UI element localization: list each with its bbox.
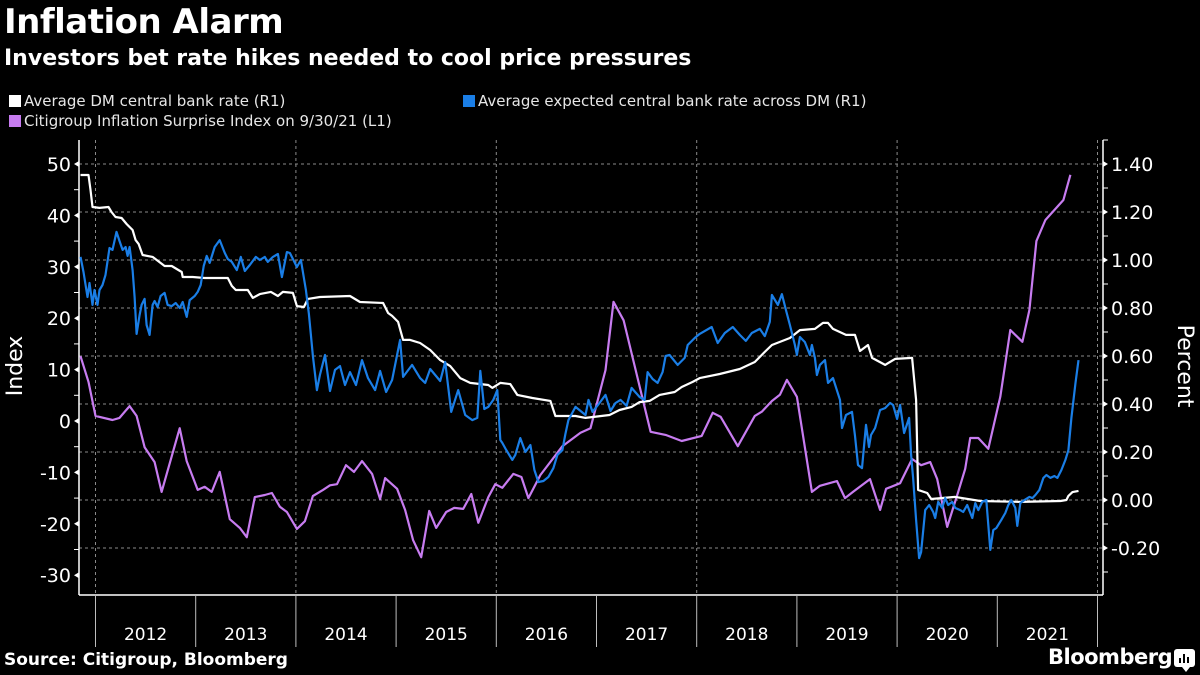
left-tick-mark (74, 418, 79, 424)
left-tick-label: -20 (40, 514, 71, 536)
x-tick-label: 2013 (224, 625, 267, 645)
left-tick-label: -30 (40, 565, 71, 587)
legend-label: Citigroup Inflation Surprise Index on 9/… (24, 112, 392, 130)
legend-item-citi-index: Citigroup Inflation Surprise Index on 9/… (9, 112, 392, 130)
x-tick-label: 2018 (725, 625, 768, 645)
left-tick-mark (74, 212, 79, 219)
left-tick-mark (74, 366, 79, 373)
right-tick-label: 1.20 (1111, 202, 1153, 224)
x-tick-label: 2012 (124, 625, 167, 645)
left-tick-label: 20 (47, 308, 71, 330)
right-tick-mark (1103, 353, 1108, 359)
legend-swatch-white (9, 95, 21, 107)
left-tick-mark (74, 572, 79, 579)
right-tick-mark (1103, 161, 1108, 167)
left-tick-mark (74, 263, 79, 270)
right-tick-label: 0.20 (1111, 442, 1153, 464)
right-tick-label: 1.40 (1111, 154, 1153, 176)
left-tick-label: 40 (47, 205, 71, 227)
left-tick-mark (74, 161, 79, 167)
right-tick-mark (1103, 497, 1108, 503)
legend-item-expected-rate: Average expected central bank rate acros… (463, 92, 866, 110)
chart-title: Inflation Alarm (4, 2, 284, 42)
legend-label: Average expected central bank rate acros… (478, 92, 867, 110)
series-line-expected-central-bank-rate (79, 230, 1080, 560)
right-tick-mark (1103, 449, 1108, 455)
right-tick-mark (1103, 401, 1108, 407)
right-tick-mark (1103, 545, 1108, 551)
right-axis-title: Percent (1172, 325, 1197, 408)
bloomberg-chat-icon (1174, 649, 1195, 672)
left-tick-label: -10 (40, 462, 71, 484)
source-note: Source: Citigroup, Bloomberg (4, 650, 288, 670)
left-tick-mark (74, 520, 79, 527)
right-tick-label: 0.00 (1111, 490, 1153, 512)
x-tick-label: 2017 (625, 625, 668, 645)
left-tick-label: 50 (47, 154, 71, 176)
left-tick-label: 10 (47, 360, 71, 382)
left-tick-label: 30 (47, 257, 71, 279)
x-tick-label: 2015 (425, 625, 468, 645)
left-tick-mark (74, 469, 79, 476)
right-tick-mark (1103, 209, 1108, 215)
legend-item-dm-rate: Average DM central bank rate (R1) (9, 92, 285, 110)
x-tick-label: 2019 (825, 625, 868, 645)
legend-swatch-purple (9, 115, 21, 127)
right-tick-mark (1103, 305, 1108, 311)
right-tick-mark (1103, 257, 1108, 263)
left-axis-title: Index (3, 336, 28, 397)
left-tick-label: 0 (59, 411, 71, 433)
right-tick-label: 0.80 (1111, 298, 1153, 320)
legend-label: Average DM central bank rate (R1) (24, 92, 286, 110)
chart-subtitle: Investors bet rate hikes needed to cool … (4, 46, 692, 71)
x-tick-label: 2016 (525, 625, 568, 645)
right-tick-label: 1.00 (1111, 250, 1153, 272)
right-tick-label: -0.20 (1111, 538, 1160, 560)
right-tick-label: 0.60 (1111, 346, 1153, 368)
right-tick-label: 0.40 (1111, 394, 1153, 416)
x-tick-label: 2021 (1026, 625, 1069, 645)
bloomberg-logo: Bloomberg (1048, 645, 1173, 669)
left-tick-mark (74, 315, 79, 322)
series-line-dm-central-bank-rate (80, 173, 1079, 503)
x-tick-label: 2014 (324, 625, 367, 645)
legend-swatch-blue (463, 95, 475, 107)
x-tick-label: 2020 (926, 625, 969, 645)
